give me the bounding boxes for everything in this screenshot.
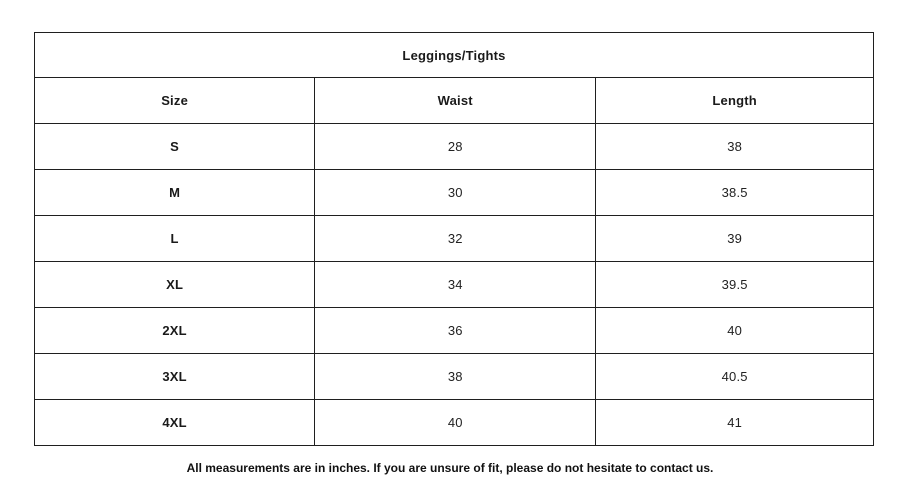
column-header-length: Length bbox=[595, 77, 874, 124]
table-row: 2XL 36 40 bbox=[33, 307, 874, 354]
size-cell: L bbox=[33, 215, 316, 262]
size-cell: S bbox=[33, 123, 316, 170]
waist-cell: 32 bbox=[314, 215, 597, 262]
length-cell: 38.5 bbox=[595, 169, 874, 216]
column-header-size: Size bbox=[33, 77, 316, 124]
size-cell: XL bbox=[33, 261, 316, 308]
table-row: S 28 38 bbox=[33, 123, 874, 170]
size-cell: M bbox=[33, 169, 316, 216]
waist-cell: 36 bbox=[314, 307, 597, 354]
table-row: L 32 39 bbox=[33, 215, 874, 262]
size-cell: 4XL bbox=[33, 399, 316, 446]
table-row: 3XL 38 40.5 bbox=[33, 353, 874, 400]
footer-note: All measurements are in inches. If you a… bbox=[186, 461, 714, 475]
table-row: M 30 38.5 bbox=[33, 169, 874, 216]
waist-cell: 34 bbox=[314, 261, 597, 308]
chart-title: Leggings/Tights bbox=[34, 32, 874, 78]
column-header-waist: Waist bbox=[314, 77, 597, 124]
length-cell: 41 bbox=[595, 399, 874, 446]
length-cell: 40.5 bbox=[595, 353, 874, 400]
table-row: XL 34 39.5 bbox=[33, 261, 874, 308]
length-cell: 39.5 bbox=[595, 261, 874, 308]
table-row: 4XL 40 41 bbox=[33, 399, 874, 446]
length-cell: 39 bbox=[595, 215, 874, 262]
waist-cell: 38 bbox=[314, 353, 597, 400]
waist-cell: 28 bbox=[314, 123, 597, 170]
size-cell: 3XL bbox=[33, 353, 316, 400]
waist-cell: 30 bbox=[314, 169, 597, 216]
header-row: Size Waist Length bbox=[33, 77, 874, 124]
title-row: Leggings/Tights bbox=[34, 32, 874, 78]
size-chart-table: Leggings/Tights Size Waist Length S 28 3… bbox=[33, 32, 874, 446]
length-cell: 40 bbox=[595, 307, 874, 354]
waist-cell: 40 bbox=[314, 399, 597, 446]
size-cell: 2XL bbox=[33, 307, 316, 354]
length-cell: 38 bbox=[595, 123, 874, 170]
